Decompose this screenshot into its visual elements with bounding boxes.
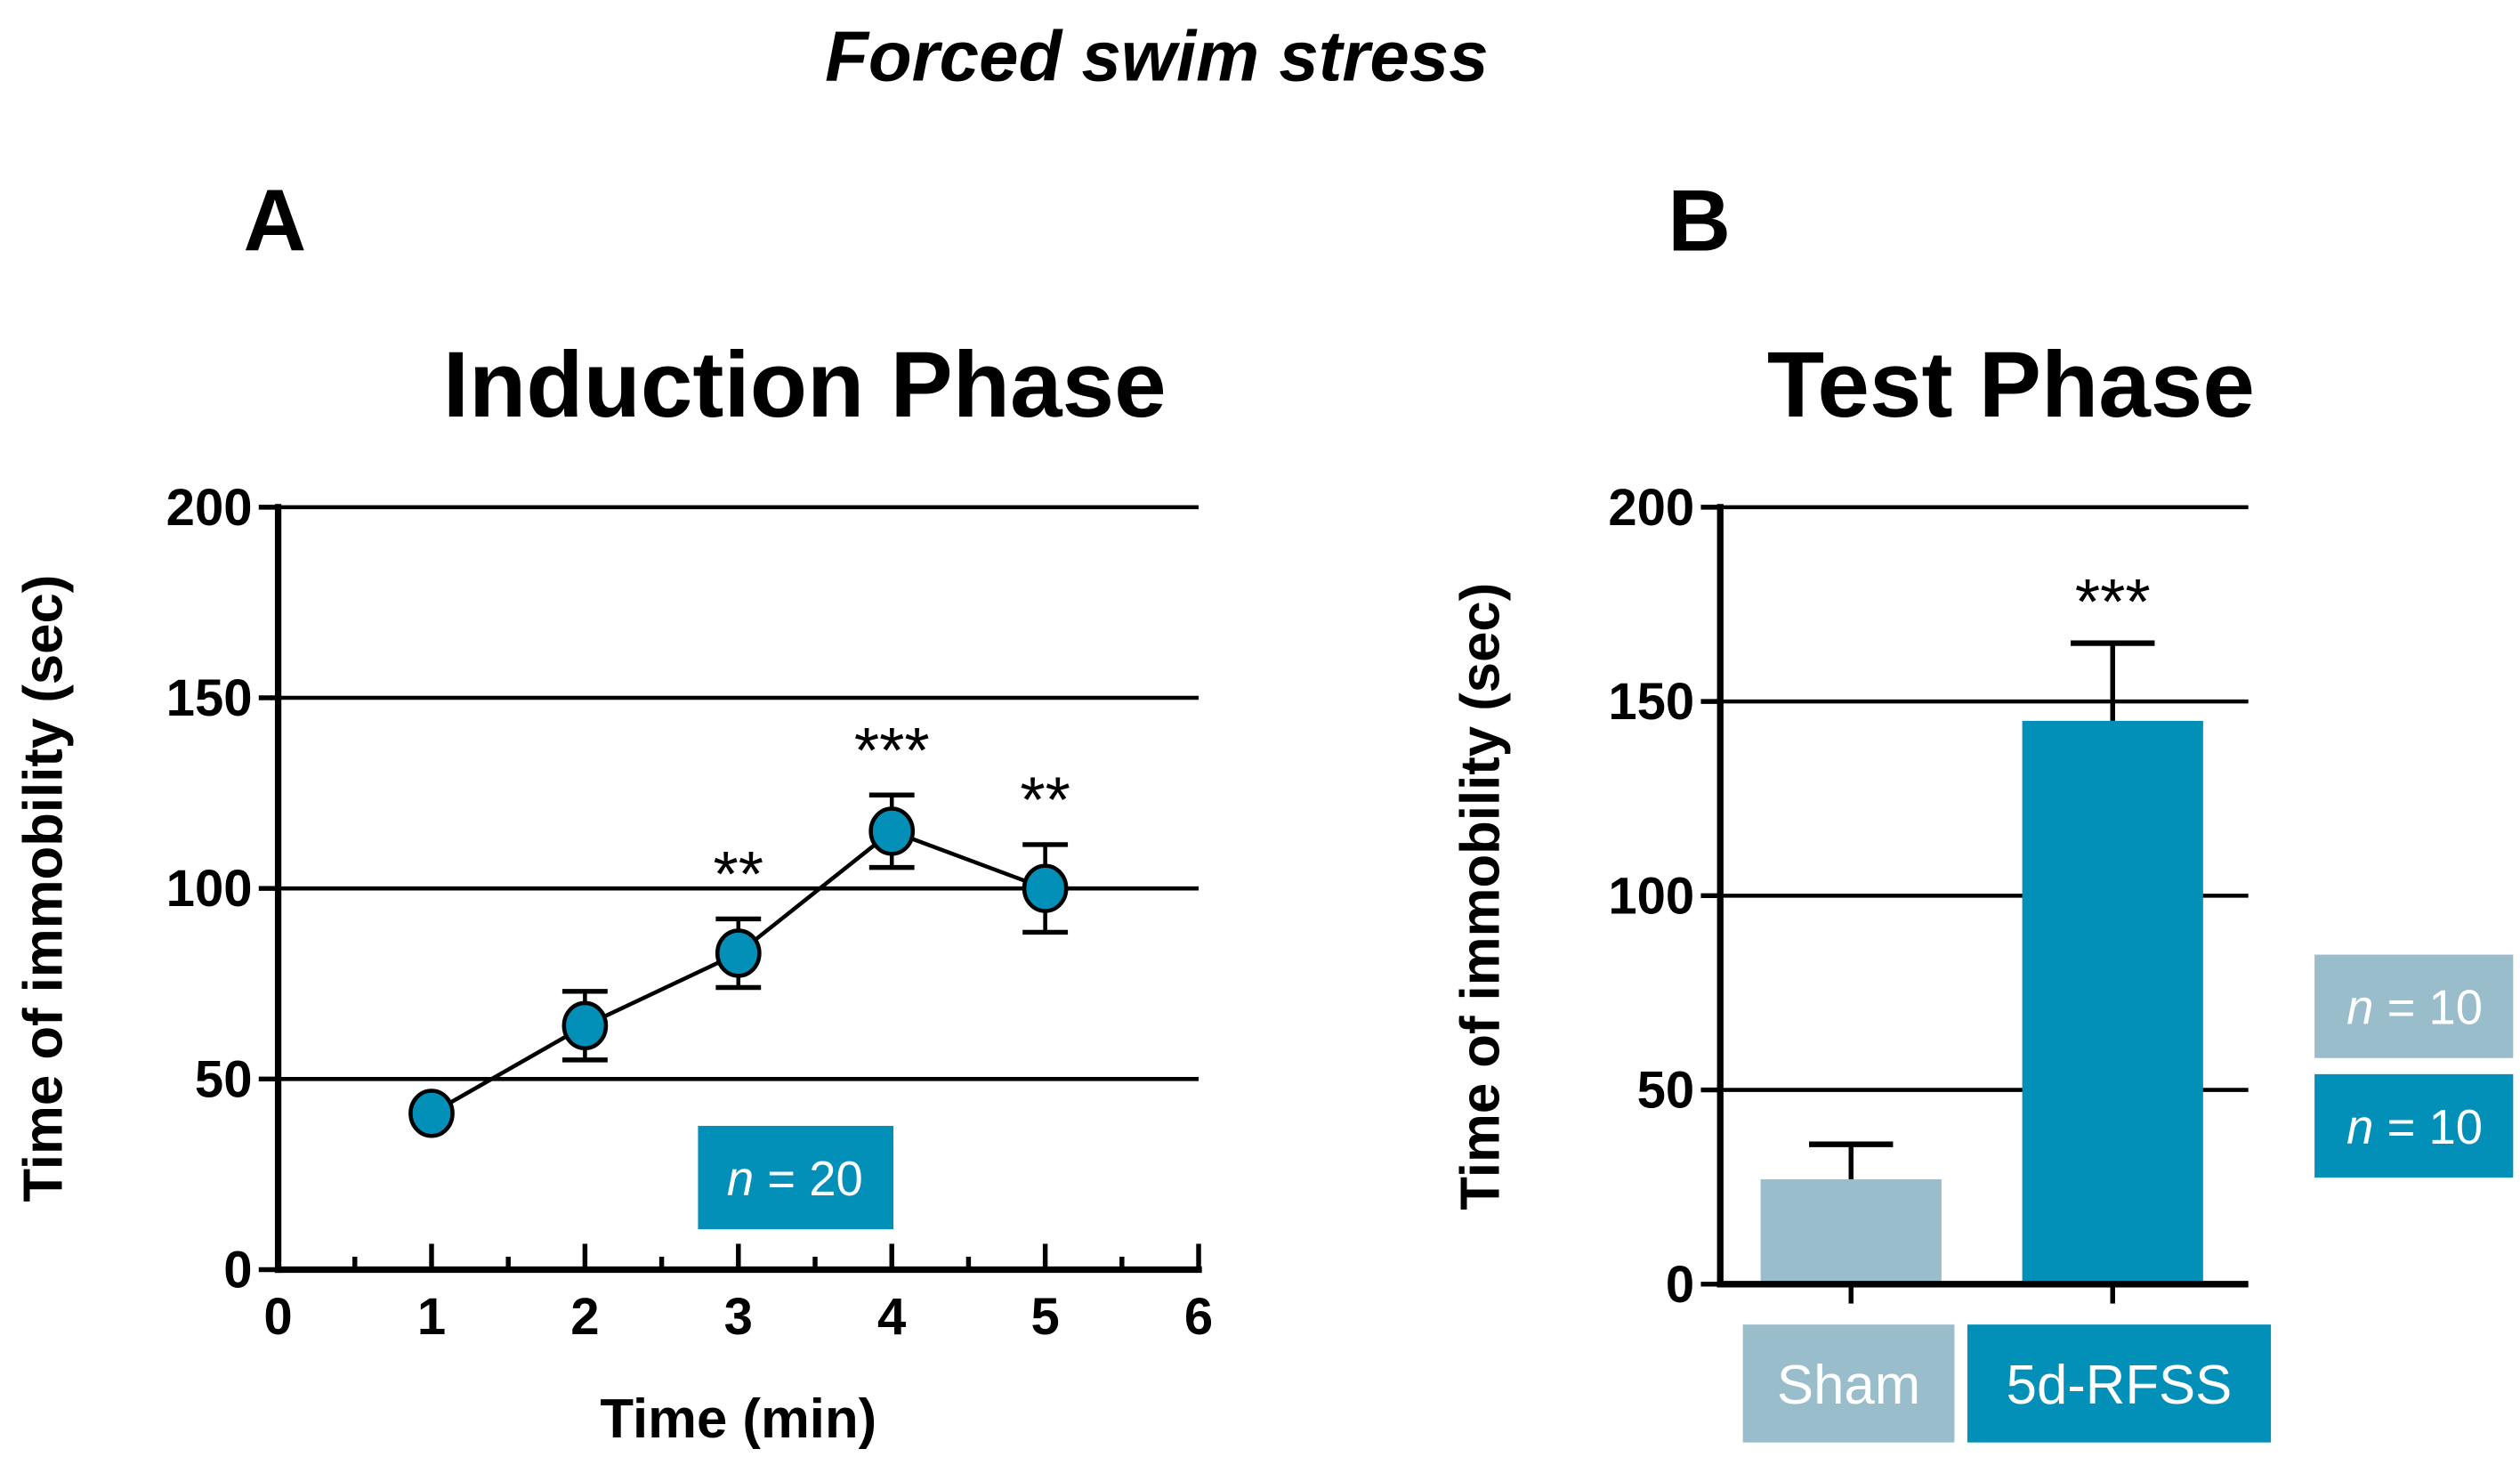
- data-point: [408, 1089, 455, 1138]
- category-label: Sham: [1777, 1355, 1920, 1416]
- y-tick-label: 150: [166, 669, 253, 727]
- data-point: [1022, 863, 1069, 913]
- panel-a: A Induction Phase Time of immobility (se…: [12, 171, 1213, 1450]
- chart-title-a: Induction Phase: [443, 333, 1167, 437]
- data-point: [715, 928, 762, 978]
- n-legend-a: [698, 1125, 894, 1230]
- x-tick-label: 2: [570, 1288, 599, 1346]
- n-legend-box: [2314, 1073, 2514, 1178]
- category-label-box: [1742, 1324, 1955, 1443]
- significance-marker: ***: [854, 715, 930, 787]
- chart-title-b: Test Phase: [1767, 333, 2255, 437]
- x-tick-label: 5: [1030, 1288, 1059, 1346]
- n-legend-text: n = 10: [2346, 1100, 2483, 1154]
- data-point: [561, 1000, 609, 1051]
- y-tick-label: 200: [166, 479, 253, 537]
- data-point: [868, 806, 916, 856]
- x-tick-label: 0: [263, 1288, 292, 1346]
- bar: [1760, 1178, 1942, 1284]
- x-tick-label: 1: [417, 1288, 446, 1346]
- significance-marker: ***: [2075, 566, 2151, 638]
- y-tick-label: 0: [1666, 1256, 1694, 1314]
- x-axis-label-a: Time (min): [600, 1388, 876, 1450]
- y-axis-label-b: Time of immobility (sec): [1450, 583, 1512, 1210]
- y-tick-label: 100: [1608, 867, 1694, 925]
- significance-marker: **: [714, 838, 764, 911]
- y-tick-label: 150: [1608, 673, 1694, 731]
- category-label: 5d-RFSS: [2007, 1355, 2233, 1416]
- n-legend-a-text: n = 20: [727, 1152, 863, 1206]
- panel-label-a: A: [244, 171, 307, 269]
- n-legend-box: [2314, 954, 2514, 1058]
- panel-label-b: B: [1668, 171, 1731, 269]
- x-tick-label: 6: [1184, 1288, 1213, 1346]
- panel-b: B Test Phase Time of immobility (sec) 0 5…: [1450, 171, 2514, 1443]
- significance-marker: **: [1020, 765, 1070, 837]
- x-tick-label: 3: [724, 1288, 753, 1346]
- y-tick-label: 100: [166, 860, 253, 918]
- category-label-box: [1967, 1324, 2272, 1443]
- y-tick-label: 50: [1637, 1062, 1695, 1120]
- y-tick-label: 50: [195, 1050, 253, 1108]
- figure-title: Forced swim stress: [825, 17, 1489, 96]
- y-tick-label: 200: [1608, 479, 1694, 537]
- y-axis-label-a: Time of immobility (sec): [12, 575, 74, 1202]
- n-legend-text: n = 10: [2346, 981, 2483, 1035]
- bar: [2022, 720, 2203, 1284]
- x-tick-label: 4: [877, 1288, 906, 1346]
- y-tick-label: 0: [223, 1241, 252, 1299]
